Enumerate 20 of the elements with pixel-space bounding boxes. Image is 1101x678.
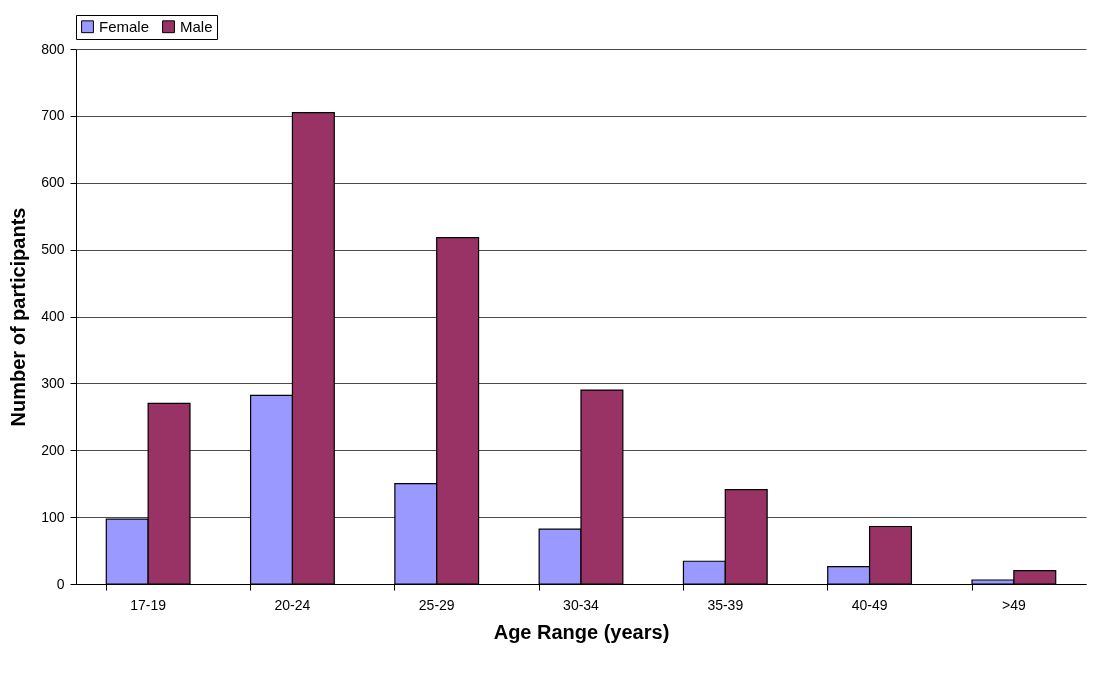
- x-tick-label: 20-24: [274, 596, 311, 613]
- y-tick-label: 600: [41, 174, 65, 191]
- y-tick-label: 800: [41, 40, 65, 57]
- x-tick-label: 25-29: [418, 596, 455, 613]
- x-tick-label: 35-39: [707, 596, 744, 613]
- x-tick-label: 30-34: [563, 596, 600, 613]
- y-axis-title: Number of participants: [7, 207, 30, 427]
- y-tick-label: 400: [41, 308, 65, 324]
- legend-label: Female: [99, 17, 150, 35]
- x-tick-label: 17-19: [130, 596, 167, 613]
- x-tick-label: >49: [1001, 596, 1026, 613]
- x-axis-title: Age Range (years): [493, 620, 670, 643]
- y-tick-label: 0: [56, 575, 65, 592]
- y-tick-label: 200: [41, 441, 65, 458]
- y-tick-label: 700: [41, 107, 65, 124]
- y-tick-label: 100: [41, 508, 65, 525]
- y-tick-label: 300: [41, 374, 65, 391]
- legend-label: Male: [180, 17, 213, 35]
- y-tick-label: 500: [41, 241, 65, 258]
- x-tick-label: 40-49: [851, 596, 888, 613]
